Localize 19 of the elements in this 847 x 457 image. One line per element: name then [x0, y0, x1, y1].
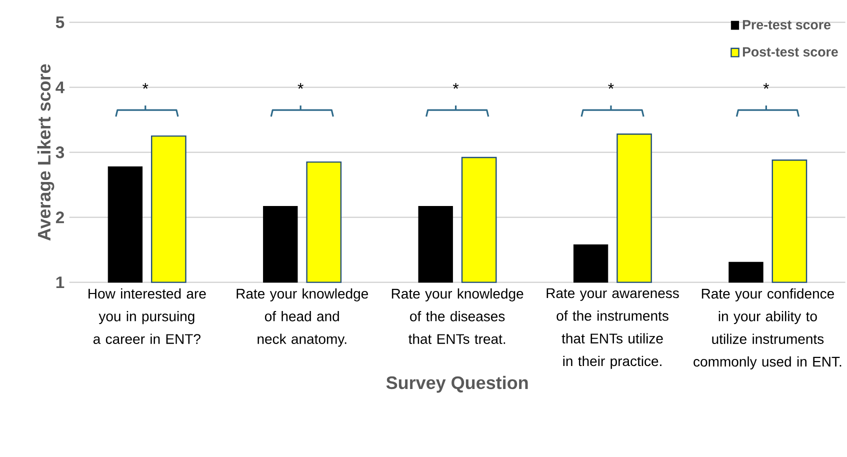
x-tick-label: How interested are you in pursuing a career in ENT? [88, 288, 206, 344]
annotation: * [298, 83, 304, 89]
x-tick-label: Rate your knowledge of the diseases that ENTs treat. [392, 288, 524, 344]
annotation: * [608, 83, 614, 89]
x-tick-label: Rate your awareness of the instruments that ENTs utilize in their practice. [546, 288, 679, 369]
annotation: * [452, 83, 459, 89]
annotation: * [763, 83, 770, 89]
y-tick-label: 5 [56, 16, 64, 28]
y-tick-label: 4 [56, 82, 65, 94]
legend-label: Pre-test score [742, 20, 831, 30]
x-axis-title: Survey Question [386, 376, 528, 393]
y-tick-label: 1 [56, 276, 64, 288]
legend-label: Post-test score [742, 47, 838, 57]
y-tick-label: 2 [56, 212, 64, 224]
x-tick-label: Rate your confidence in your ability to utilize instruments commonly used in ENT. [694, 288, 842, 370]
x-tick-label: Rate your knowledge of head and neck anatomy. [236, 288, 368, 347]
y-tick-label: 3 [56, 146, 64, 158]
annotation: * [142, 83, 148, 89]
y-axis-title: Average Likert score [37, 64, 54, 241]
